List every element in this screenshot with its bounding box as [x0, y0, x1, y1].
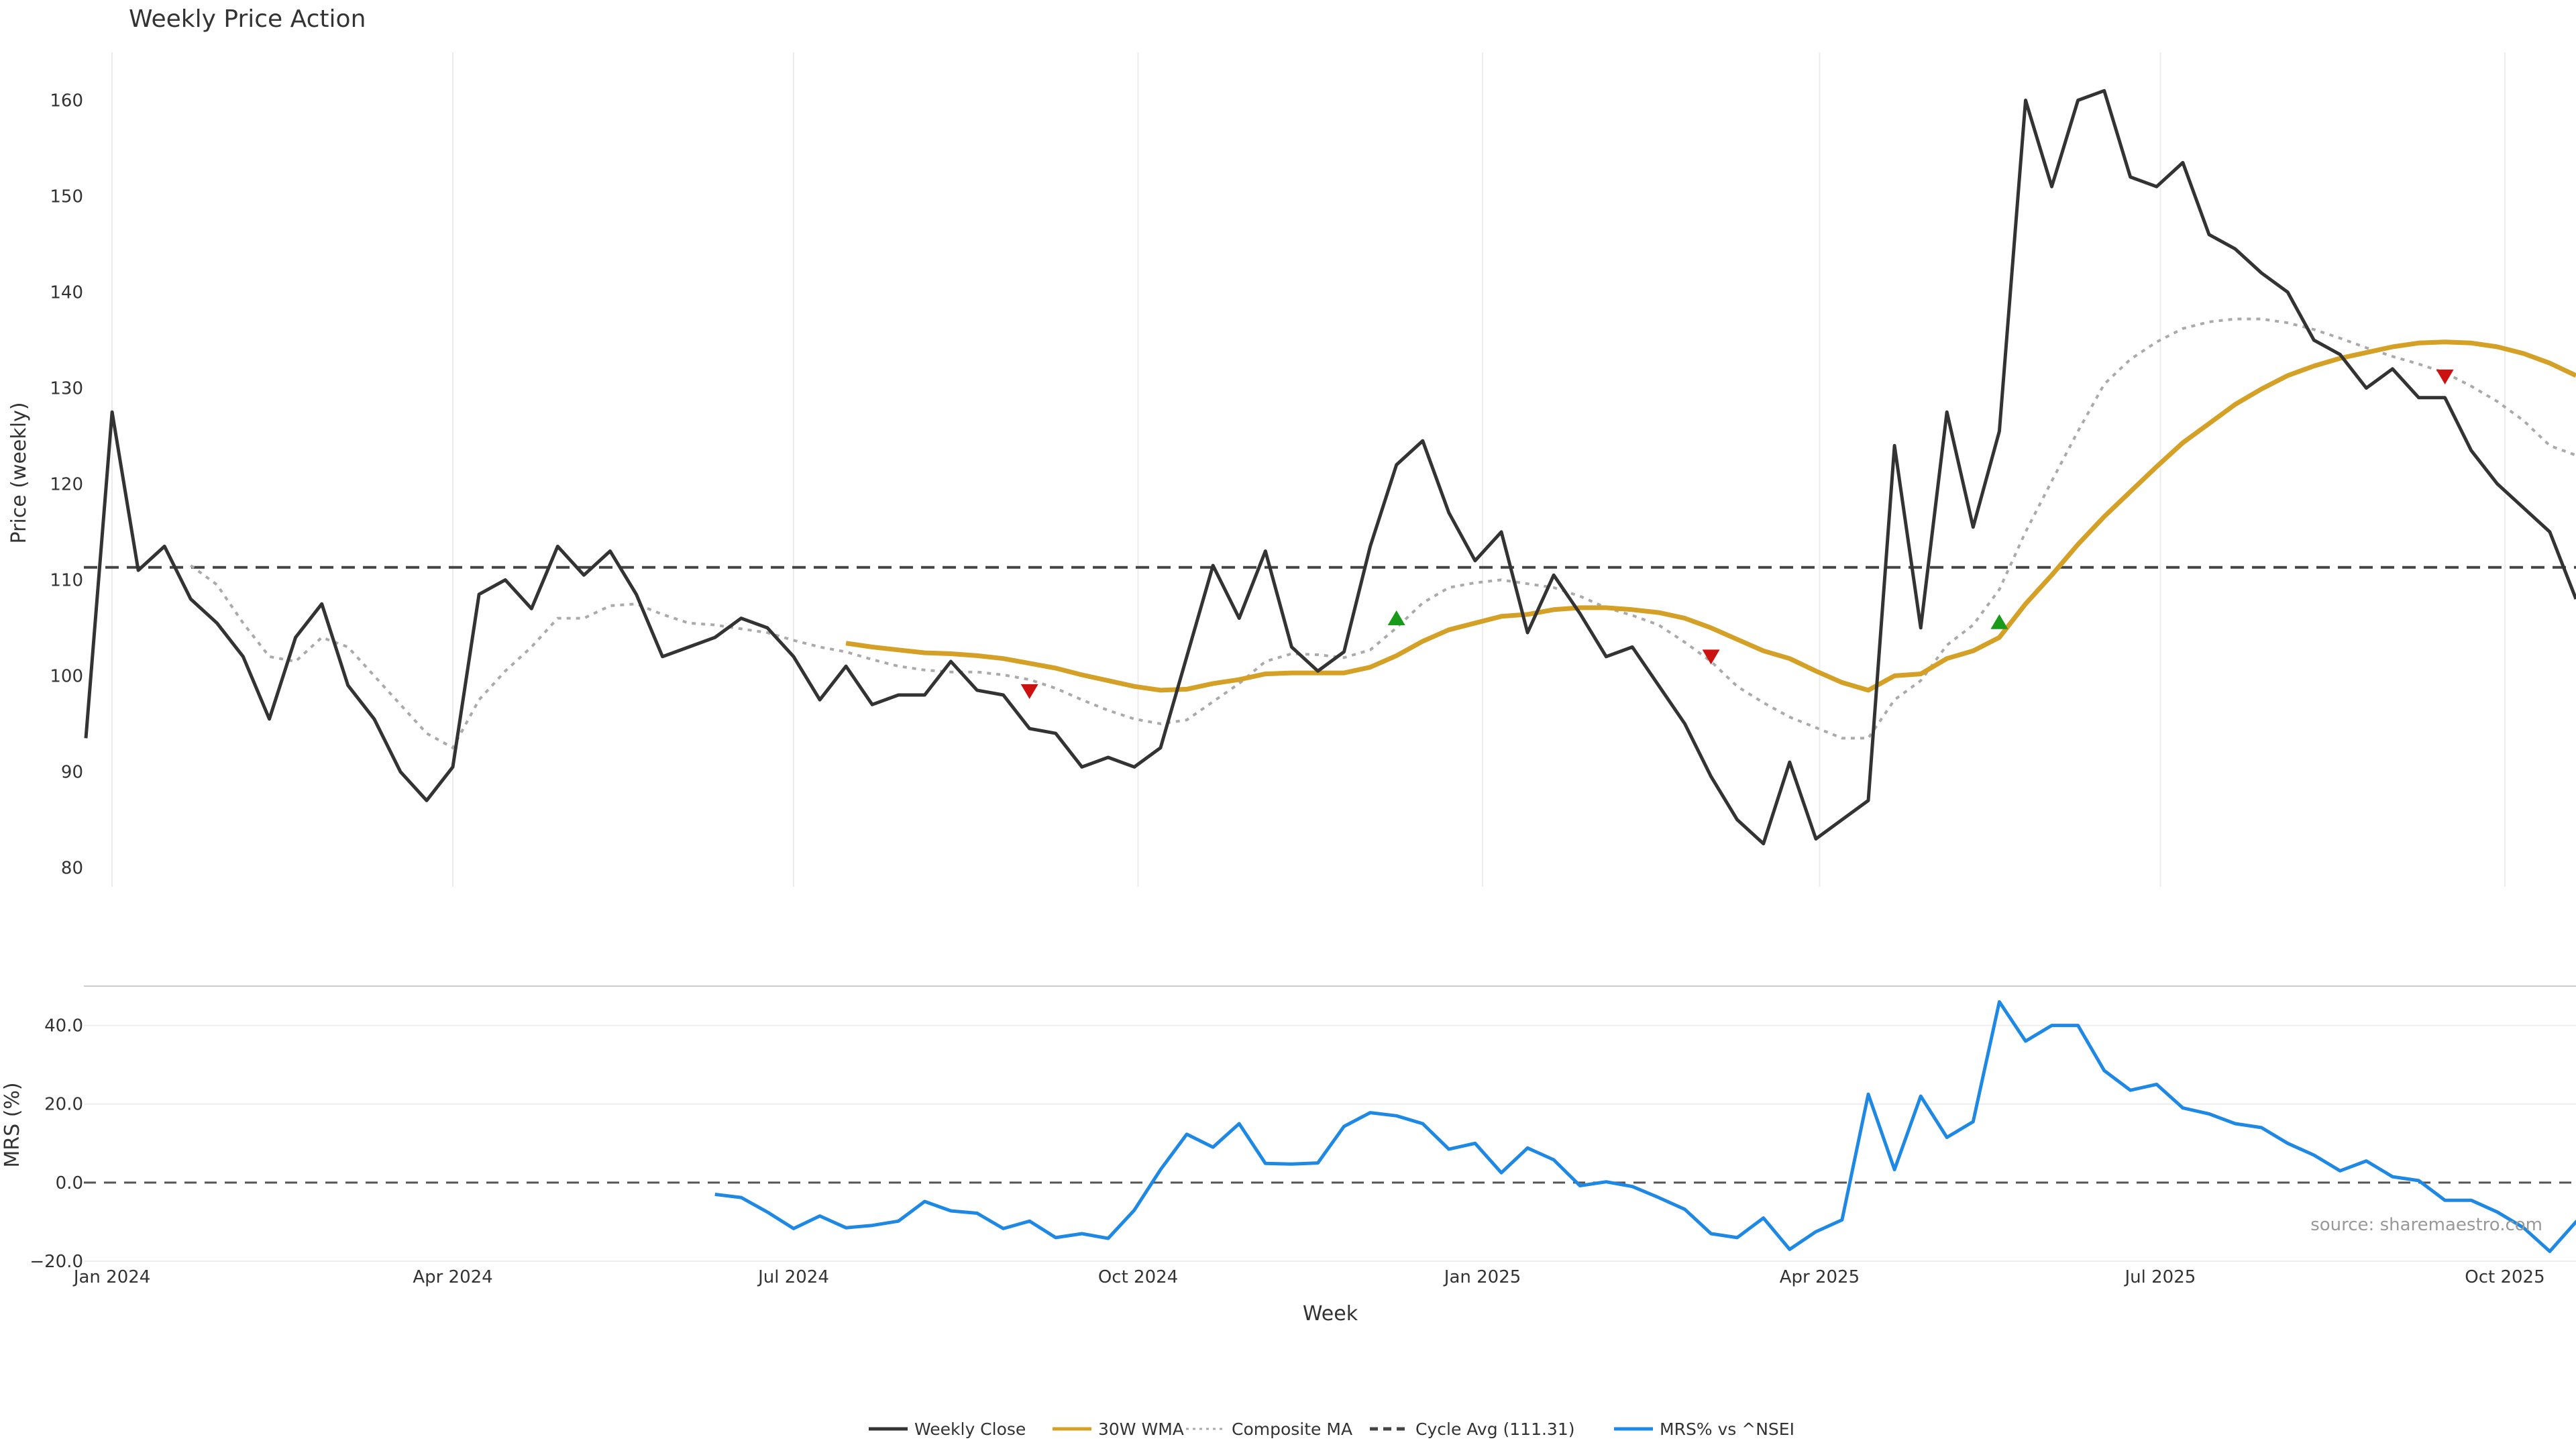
source-label: source: sharemaestro.com [2310, 1215, 2542, 1235]
price-y-tick-label: 130 [50, 378, 83, 398]
price-vertical-gridlines [111, 52, 2506, 887]
legend: Weekly Close 30W WMA Composite MA Cycle Avg… [869, 1419, 1794, 1439]
x-tick-label: Jul 2024 [757, 1267, 829, 1287]
price-y-tick-label: 150 [50, 186, 83, 207]
x-tick-label: Apr 2025 [1780, 1267, 1860, 1287]
sell-signal-marker [1020, 684, 1038, 700]
mrs-y-tick-label: 20.0 [44, 1095, 83, 1115]
x-tick-label: Jan 2025 [1443, 1267, 1521, 1287]
mrs-y-tick-label: −20.0 [30, 1252, 83, 1272]
legend-label: Cycle Avg (111.31) [1415, 1419, 1575, 1439]
price-panel: 80 90 100 110 120 130 140 150 160 Price (weekly) [7, 52, 2576, 887]
wma-30w-line [845, 339, 2576, 693]
sell-signal-marker [1702, 649, 1720, 665]
x-tick-label: Oct 2025 [2465, 1267, 2544, 1287]
x-tick-label: Jan 2024 [72, 1267, 151, 1287]
mrs-y-axis-label: MRS (%) [1, 1082, 24, 1167]
price-y-tick-label: 100 [50, 666, 83, 686]
mrs-y-ticks: −20.0 0.0 20.0 40.0 [30, 1016, 83, 1272]
sell-signal-marker [2436, 369, 2454, 385]
price-y-tick-label: 160 [50, 91, 83, 111]
mrs-y-tick-label: 40.0 [44, 1016, 83, 1036]
price-y-ticks: 80 90 100 110 120 130 140 150 160 [50, 91, 83, 878]
mrs-panel: −20.0 0.0 20.0 40.0 MRS (%) source: sharema… [1, 1000, 2576, 1272]
price-y-tick-label: 140 [50, 282, 83, 303]
weekly-close-line [84, 89, 2576, 846]
mrs-line [714, 1000, 2576, 1253]
mrs-y-tick-label: 0.0 [56, 1173, 83, 1193]
x-axis-label: Week [1303, 1302, 1358, 1326]
x-tick-label: Apr 2024 [413, 1267, 492, 1287]
composite-ma-line [190, 317, 2576, 750]
chart-title: Weekly Price Action [129, 5, 366, 33]
price-y-tick-label: 110 [50, 570, 83, 590]
legend-label: 30W WMA [1098, 1419, 1184, 1439]
signal-markers [1020, 369, 2454, 700]
x-tick-label: Oct 2024 [1098, 1267, 1178, 1287]
legend-label: MRS% vs ^NSEI [1660, 1419, 1794, 1439]
price-y-tick-label: 80 [61, 858, 83, 878]
buy-signal-marker [1387, 610, 1405, 626]
price-y-tick-label: 90 [61, 762, 83, 782]
mrs-gridlines [84, 1024, 2576, 1262]
legend-label: Composite MA [1232, 1419, 1352, 1439]
x-axis-ticks: Jan 2024 Apr 2024 Jul 2024 Oct 2024 Jan 2025… [72, 1267, 2545, 1287]
x-tick-label: Jul 2025 [2123, 1267, 2196, 1287]
legend-label: Weekly Close [914, 1419, 1026, 1439]
price-y-axis-label: Price (weekly) [7, 402, 31, 543]
buy-signal-marker [1990, 614, 2008, 629]
price-y-tick-label: 120 [50, 474, 83, 494]
